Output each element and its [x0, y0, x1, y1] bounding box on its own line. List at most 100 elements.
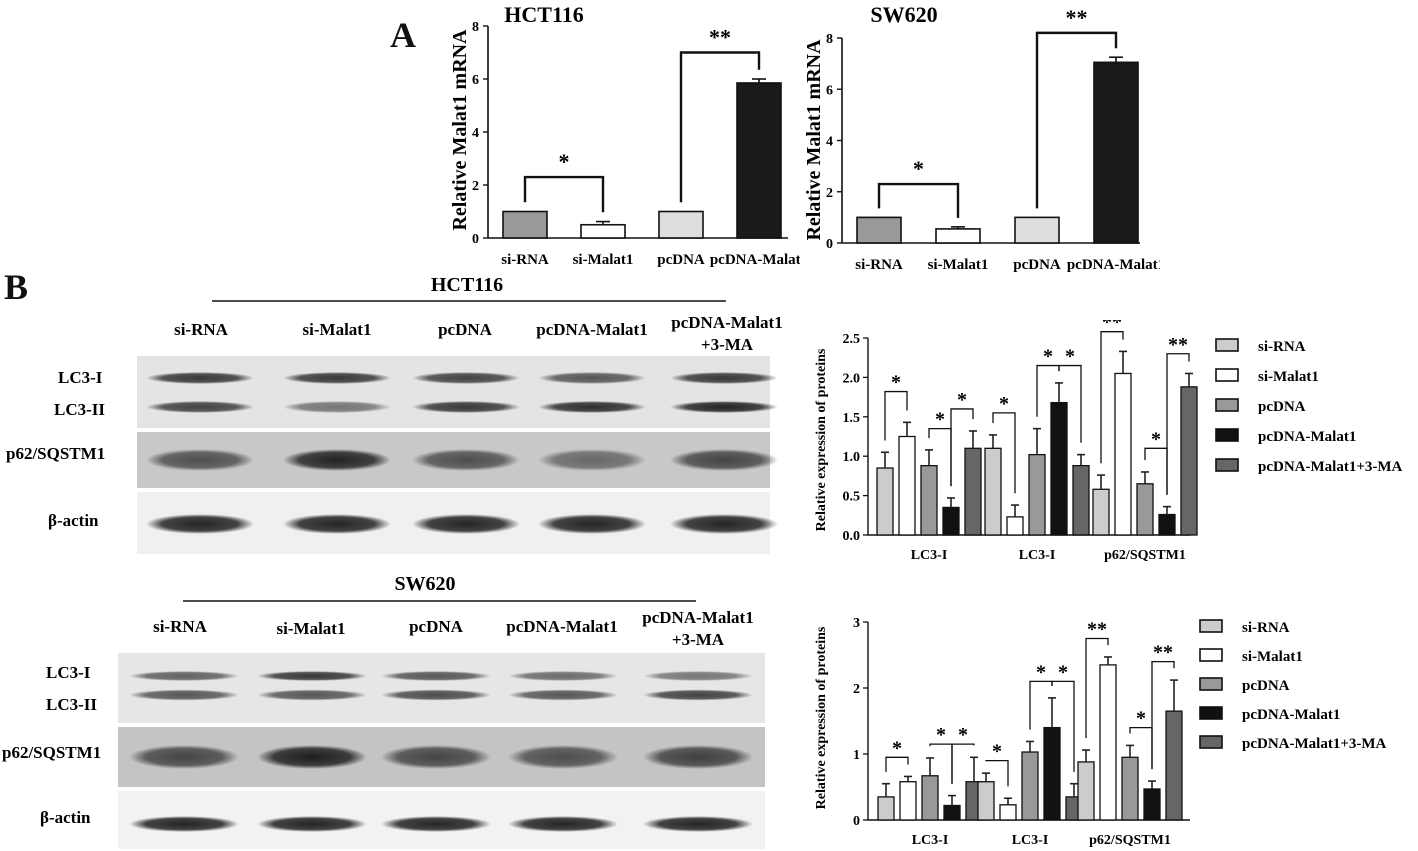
significance-bracket	[523, 175, 605, 213]
lane-label: pcDNA-Malat1	[536, 320, 647, 339]
blot-band	[257, 816, 367, 832]
significance-bracket	[1058, 364, 1082, 443]
bar	[1121, 756, 1139, 821]
row-label-lc3-i: LC3-I	[46, 663, 91, 682]
y-tick-label: 4	[472, 126, 479, 141]
significance-label: *	[1136, 708, 1146, 730]
legend-label: pcDNA	[1258, 399, 1306, 415]
significance-bracket	[884, 390, 908, 441]
blot-band	[538, 449, 646, 471]
significance-label: **	[1102, 320, 1122, 334]
blot-cell-line-label: SW620	[394, 573, 455, 595]
x-tick-label: pcDNA-Malat1	[1067, 257, 1160, 273]
significance-label: *	[936, 724, 946, 746]
bar	[921, 775, 939, 821]
bar	[1006, 516, 1024, 536]
significance-bracket	[985, 759, 1009, 787]
significance-bracket	[885, 756, 909, 772]
significance-label: *	[1036, 661, 1046, 683]
bar	[920, 465, 938, 536]
legend-label: pcDNA-Malat1	[1258, 429, 1356, 445]
chart-title: HCT116	[504, 2, 583, 27]
row-label-p62: p62/SQSTM1	[6, 444, 105, 463]
legend-swatch	[1215, 368, 1239, 382]
legend-label: si-RNA	[1242, 620, 1290, 636]
y-tick-label: 0	[853, 814, 860, 829]
lane-label: pcDNA-Malat1	[671, 313, 782, 332]
blot-band	[508, 689, 618, 701]
legend-swatch	[1215, 338, 1239, 352]
significance-bracket	[950, 408, 974, 487]
significance-label: *	[958, 724, 968, 746]
y-tick-label: 0	[826, 237, 833, 252]
y-tick-label: 4	[826, 135, 833, 150]
blot-cell-line-label: HCT116	[431, 274, 503, 296]
y-tick-label: 2.5	[843, 332, 861, 347]
bar	[1014, 216, 1060, 244]
blot-band	[283, 401, 391, 413]
x-tick-label: pcDNA	[657, 252, 705, 268]
significance-label: **	[1087, 619, 1107, 641]
lane-label: si-RNA	[153, 617, 208, 636]
y-tick-label: 3	[853, 616, 860, 631]
blot-band	[643, 671, 753, 681]
blot-band	[146, 401, 254, 413]
significance-label: *	[992, 741, 1002, 763]
blot-band	[670, 514, 778, 534]
bar	[856, 216, 902, 244]
y-tick-label: 1	[853, 748, 860, 763]
y-axis-label: Relative expression of proteins	[814, 348, 829, 531]
bar	[1180, 386, 1198, 536]
significance-bracket	[1166, 353, 1190, 495]
x-tick-label: si-RNA	[501, 252, 549, 268]
chart-a-hct116: HCT116 Relative Malat1 mRNA 0 2 4 6 8 si-RNA s…	[449, 2, 800, 268]
bar	[999, 804, 1017, 821]
bar	[942, 506, 960, 536]
x-tick-label: si-RNA	[855, 257, 903, 273]
significance-bracket	[877, 182, 960, 218]
blot-band	[146, 514, 254, 534]
bar	[1093, 61, 1139, 244]
blot-band	[412, 372, 520, 384]
row-label-beta-actin: β-actin	[48, 511, 99, 530]
blot-band	[129, 745, 239, 769]
significance-bracket	[1151, 660, 1175, 770]
blot-band	[283, 449, 391, 471]
bar	[1158, 513, 1176, 536]
legend-swatch	[1199, 619, 1223, 633]
row-label-lc3-ii: LC3-II	[54, 400, 105, 419]
blot-band	[670, 401, 778, 413]
significance-label: *	[559, 149, 570, 174]
x-tick-label: pcDNA	[1013, 257, 1061, 273]
chart-title: SW620	[870, 2, 937, 27]
row-label-lc3-ii: LC3-II	[46, 695, 97, 714]
western-blot-hct116: HCT116 si-RNA si-Malat1 pcDNA pcDNA-Mala…	[6, 274, 783, 554]
bar	[736, 82, 782, 239]
chart-b-hct116: Relative expression of proteins 0.0 0.5 1.…	[814, 320, 1403, 563]
x-tick-label: LC3-I	[911, 548, 948, 563]
bar	[1143, 788, 1161, 821]
blot-band	[283, 372, 391, 384]
lane-label: +3-MA	[701, 335, 754, 354]
significance-label: *	[913, 156, 924, 181]
bar	[964, 447, 982, 536]
x-tick-label: p62/SQSTM1	[1089, 833, 1171, 848]
bar	[935, 228, 981, 244]
x-tick-label: pcDNA-Malat1	[710, 252, 800, 268]
panel-b-label: B	[4, 267, 29, 307]
row-label-beta-actin: β-actin	[40, 808, 91, 827]
blot-band	[381, 745, 491, 769]
bar	[984, 447, 1002, 536]
x-tick-label: si-Malat1	[573, 252, 634, 268]
y-tick-label: 8	[826, 32, 833, 47]
bar	[898, 435, 916, 536]
blot-band	[412, 514, 520, 534]
legend-label: pcDNA	[1242, 678, 1290, 694]
blot-band	[538, 401, 646, 413]
legend-label: pcDNA-Malat1+3-MA	[1242, 736, 1387, 752]
significance-label: *	[1065, 346, 1075, 368]
bar	[580, 223, 626, 239]
lane-label: pcDNA	[438, 320, 493, 339]
bar	[1072, 465, 1090, 536]
legend-swatch	[1199, 648, 1223, 662]
